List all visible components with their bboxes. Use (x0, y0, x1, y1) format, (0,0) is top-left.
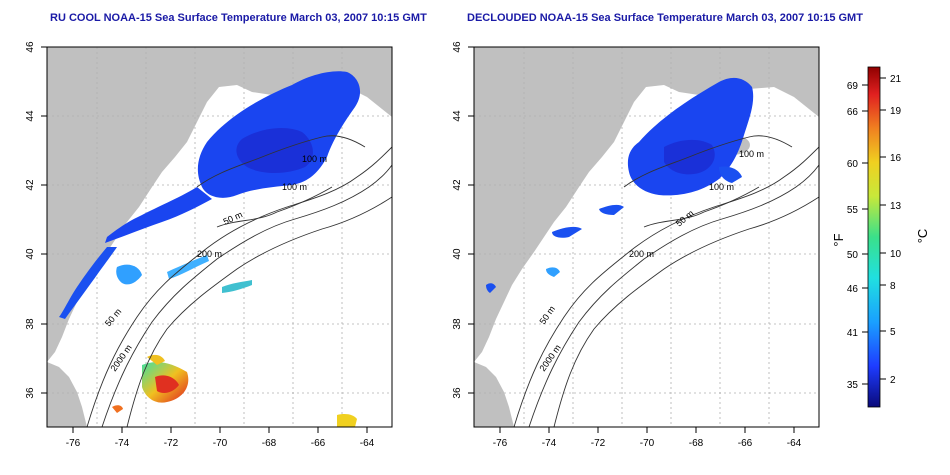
lat-tick-label: 44 (452, 110, 463, 122)
f-tick-label: 69 (847, 81, 859, 92)
lat-tick-label: 36 (25, 387, 36, 399)
lon-tick-label: -72 (164, 438, 179, 449)
c-tick-label: 10 (890, 249, 902, 260)
c-tick-label: 21 (890, 74, 902, 85)
lat-tick-label: 42 (452, 179, 463, 191)
celsius-unit-label: °C (915, 229, 930, 244)
lon-tick-label: -68 (689, 438, 704, 449)
c-tick-label: 2 (890, 375, 896, 386)
c-tick-label: 5 (890, 327, 896, 338)
lat-tick-label: 44 (25, 110, 36, 122)
lat-tick-label: 42 (25, 179, 36, 191)
left-map-title: RU COOL NOAA-15 Sea Surface Temperature … (50, 12, 427, 24)
f-tick-label: 46 (847, 284, 859, 295)
lat-tick-label: 40 (25, 248, 36, 260)
c-tick-label: 8 (890, 281, 896, 292)
lon-tick-label: -66 (738, 438, 753, 449)
lat-tick-label: 36 (452, 387, 463, 399)
lat-tick-label: 40 (452, 248, 463, 260)
f-tick-label: 55 (847, 205, 859, 216)
f-tick-label: 60 (847, 159, 859, 170)
contour-label-100m: 100 m (302, 154, 327, 164)
contour-label-200m: 200 m (629, 249, 654, 259)
f-tick-label: 35 (847, 380, 859, 391)
f-tick-label: 66 (847, 107, 859, 118)
lat-tick-label: 38 (25, 318, 36, 330)
lon-tick-label: -74 (542, 438, 557, 449)
lat-tick-label: 38 (452, 318, 463, 330)
contour-label-200m: 200 m (197, 249, 222, 259)
lon-tick-label: -72 (591, 438, 606, 449)
lon-tick-label: -68 (262, 438, 277, 449)
f-tick-label: 41 (847, 328, 859, 339)
lon-tick-label: -70 (213, 438, 228, 449)
lon-tick-label: -74 (115, 438, 130, 449)
left-sst-map: 100 m 100 m 50 m 200 m 50 m 2000 m -76 -… (25, 41, 393, 449)
lon-tick-label: -64 (360, 438, 375, 449)
contour-label-100m-b: 100 m (282, 182, 307, 192)
fahrenheit-unit-label: °F (831, 233, 846, 246)
f-tick-label: 50 (847, 250, 859, 261)
lon-tick-label: -66 (311, 438, 326, 449)
lon-tick-label: -64 (787, 438, 802, 449)
right-map-title: DECLOUDED NOAA-15 Sea Surface Temperatur… (467, 12, 863, 24)
colorbar-gradient (867, 66, 881, 408)
c-tick-label: 19 (890, 106, 902, 117)
contour-label-100m: 100 m (739, 149, 764, 159)
temperature-colorbar: 69 66 60 55 50 46 41 35 21 19 16 13 10 8… (831, 66, 930, 408)
lon-tick-label: -76 (493, 438, 508, 449)
contour-label-100m-b: 100 m (709, 182, 734, 192)
lon-tick-label: -76 (66, 438, 81, 449)
lat-tick-label: 46 (452, 41, 463, 53)
c-tick-label: 13 (890, 201, 902, 212)
lon-tick-label: -70 (640, 438, 655, 449)
c-tick-label: 16 (890, 153, 902, 164)
sst-coverage (59, 71, 361, 427)
right-sst-map: 100 m 100 m 50 m 200 m 50 m 2000 m -76 -… (452, 41, 820, 449)
lat-tick-label: 46 (25, 41, 36, 53)
